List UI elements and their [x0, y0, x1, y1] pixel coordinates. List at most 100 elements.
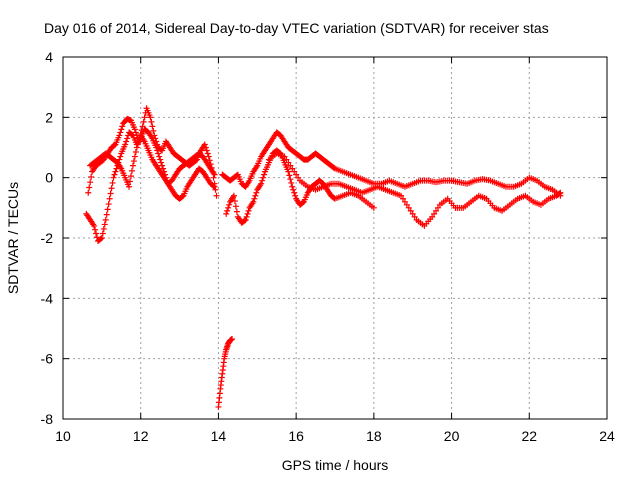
- data-point: [411, 213, 418, 220]
- x-tick-label: 22: [521, 428, 537, 444]
- y-tick-label: -4: [41, 290, 54, 306]
- data-point: [291, 168, 298, 175]
- data-point: [104, 206, 111, 213]
- data-point: [407, 207, 414, 214]
- data-point: [401, 198, 408, 205]
- data-point: [250, 198, 257, 205]
- x-tick-label: 18: [366, 428, 382, 444]
- data-point: [261, 171, 268, 178]
- data-point: [243, 213, 250, 220]
- data-point: [154, 147, 161, 154]
- data-point: [135, 138, 142, 145]
- data-point: [205, 153, 212, 160]
- data-point: [231, 198, 238, 205]
- data-point: [230, 192, 237, 199]
- data-point: [285, 159, 292, 166]
- data-point: [147, 114, 154, 121]
- series-track-b: [83, 126, 218, 245]
- data-point: [141, 114, 148, 121]
- data-point: [202, 144, 209, 151]
- series-track-e: [219, 129, 455, 190]
- y-tick-label: -2: [41, 230, 54, 246]
- series-track-h: [448, 174, 564, 199]
- x-tick-label: 16: [288, 428, 304, 444]
- data-point: [557, 192, 564, 199]
- data-point: [111, 171, 118, 178]
- data-point: [108, 185, 115, 192]
- data-point: [400, 195, 406, 202]
- data-point: [290, 186, 297, 193]
- data-point: [140, 118, 147, 125]
- data-point: [253, 189, 260, 196]
- data-point: [131, 126, 138, 133]
- data-point: [156, 153, 163, 160]
- data-point: [245, 207, 252, 214]
- data-point: [103, 211, 110, 218]
- data-point: [92, 226, 99, 233]
- x-tick-label: 12: [133, 428, 149, 444]
- y-tick-label: -8: [41, 411, 54, 427]
- data-point: [225, 204, 232, 211]
- data-point: [210, 182, 217, 189]
- data-point: [204, 150, 211, 157]
- data-point: [111, 142, 118, 149]
- data-point: [260, 174, 267, 181]
- data-point: [99, 230, 106, 237]
- data-point: [241, 217, 248, 224]
- data-point: [281, 153, 288, 160]
- data-point: [102, 216, 109, 223]
- data-point: [100, 225, 107, 232]
- data-point: [431, 210, 438, 217]
- data-point: [203, 147, 210, 154]
- y-tick-label: 2: [45, 109, 53, 125]
- data-point: [117, 129, 124, 136]
- x-tick-label: 14: [211, 428, 227, 444]
- data-point: [287, 176, 294, 183]
- data-point: [133, 144, 140, 151]
- data-point: [211, 171, 218, 178]
- y-tick-label: 4: [45, 49, 53, 65]
- data-point: [128, 131, 135, 138]
- x-axis-label: GPS time / hours: [282, 457, 389, 473]
- data-point: [97, 235, 104, 242]
- data-point: [232, 203, 239, 210]
- data-point: [258, 180, 265, 187]
- data-point: [179, 193, 186, 200]
- data-point: [252, 192, 259, 199]
- data-point: [126, 183, 133, 190]
- data-point: [87, 179, 94, 186]
- data-point: [118, 126, 125, 133]
- data-point: [98, 235, 105, 241]
- data-point: [233, 208, 240, 215]
- data-point: [85, 189, 92, 196]
- data-point: [86, 184, 93, 191]
- data-point: [244, 210, 251, 217]
- data-point: [292, 192, 299, 199]
- data-point: [295, 174, 302, 181]
- data-point: [289, 183, 296, 190]
- data-point: [116, 132, 123, 139]
- data-point: [110, 174, 117, 181]
- grid-lines: [63, 57, 607, 419]
- data-point: [88, 173, 95, 180]
- data-point: [129, 162, 136, 169]
- data-point: [201, 141, 208, 148]
- data-point: [128, 173, 134, 180]
- data-point: [224, 207, 231, 214]
- data-point: [106, 195, 113, 202]
- data-point: [211, 183, 218, 190]
- data-point: [131, 153, 138, 160]
- data-point: [148, 118, 155, 125]
- data-point: [429, 213, 436, 220]
- data-point: [287, 162, 294, 169]
- data-point: [433, 207, 440, 214]
- data-point: [153, 144, 160, 151]
- data-point: [405, 204, 412, 211]
- data-point: [229, 336, 236, 343]
- data-point: [226, 201, 233, 208]
- y-tick-label: 0: [45, 170, 53, 186]
- data-point: [139, 123, 146, 130]
- data-point: [212, 186, 219, 193]
- data-point: [122, 141, 129, 148]
